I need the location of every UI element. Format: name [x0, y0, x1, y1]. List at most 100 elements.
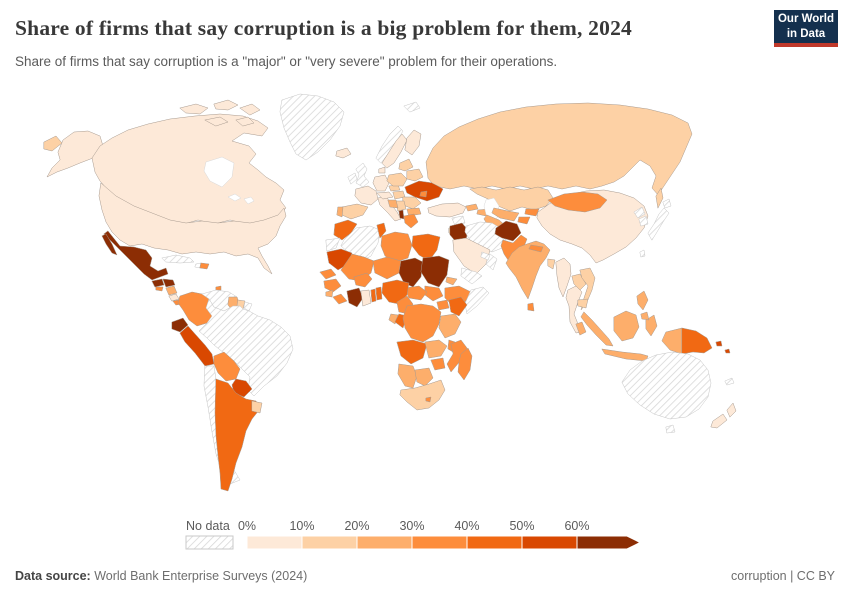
country-finland[interactable]	[404, 129, 422, 156]
country-mexico-baja[interactable]	[101, 233, 118, 256]
country-kazakhstan[interactable]	[469, 186, 554, 212]
country-poland[interactable]	[386, 172, 408, 187]
country-japan-hokkaido[interactable]	[662, 198, 672, 209]
country-japan[interactable]	[647, 207, 670, 241]
country-peru[interactable]	[179, 325, 215, 367]
country-central-african-republic[interactable]	[404, 285, 428, 301]
legend-segment-20-30[interactable]	[356, 535, 413, 550]
country-dominican-republic[interactable]	[199, 262, 210, 270]
country-denmark[interactable]	[378, 166, 386, 174]
country-spain[interactable]	[341, 203, 369, 220]
country-honduras[interactable]	[162, 278, 176, 288]
country-laos[interactable]	[571, 273, 587, 291]
country-malaysia[interactable]	[575, 321, 587, 336]
country-australia-tasmania[interactable]	[665, 424, 676, 434]
country-niger[interactable]	[372, 256, 402, 280]
country-myanmar[interactable]	[555, 257, 572, 298]
country-bulgaria[interactable]	[406, 207, 422, 217]
country-brazil[interactable]	[198, 298, 294, 397]
country-indonesia-papua[interactable]	[661, 327, 683, 355]
country-greenland[interactable]	[279, 93, 345, 161]
country-ireland[interactable]	[347, 172, 358, 185]
country-solomon-islands-1[interactable]	[715, 340, 723, 347]
country-united-arab-emirates[interactable]	[480, 251, 491, 261]
country-cuba[interactable]	[161, 254, 195, 264]
legend-segment-40-50[interactable]	[466, 535, 523, 550]
country-indonesia-borneo[interactable]	[613, 310, 640, 342]
country-canada-island-5[interactable]	[235, 116, 255, 127]
legend-segment-30-40[interactable]	[411, 535, 468, 550]
legend-no-data-swatch[interactable]	[185, 535, 234, 550]
legend-segment-60+[interactable]	[576, 535, 642, 550]
country-ecuador[interactable]	[171, 317, 189, 333]
country-mongolia[interactable]	[547, 191, 608, 213]
country-moldova[interactable]	[419, 190, 428, 198]
country-portugal[interactable]	[336, 206, 344, 218]
country-namibia[interactable]	[397, 363, 418, 389]
country-cambodia[interactable]	[577, 298, 589, 309]
country-new-zealand-south[interactable]	[710, 413, 728, 429]
country-iceland[interactable]	[335, 147, 352, 159]
country-bosnia-and-herzegovina[interactable]	[387, 199, 399, 209]
country-south-sudan[interactable]	[424, 285, 444, 302]
country-senegal[interactable]	[319, 268, 337, 280]
country-france[interactable]	[354, 185, 379, 206]
country-mexico[interactable]	[103, 230, 169, 281]
country-canada-island-2[interactable]	[213, 99, 239, 111]
country-russia-chukotka[interactable]	[43, 135, 63, 152]
country-paraguay[interactable]	[231, 378, 253, 398]
country-uzbekistan[interactable]	[491, 207, 520, 222]
country-new-caledonia[interactable]	[724, 377, 735, 386]
country-libya[interactable]	[380, 231, 413, 263]
country-chad[interactable]	[398, 257, 424, 288]
country-nepal[interactable]	[528, 244, 544, 253]
country-russia-sakhalin[interactable]	[655, 187, 664, 209]
country-germany[interactable]	[372, 174, 390, 192]
country-uganda[interactable]	[436, 299, 450, 311]
owid-logo[interactable]: Our World in Data	[774, 10, 838, 47]
country-svalbard[interactable]	[403, 101, 421, 113]
country-new-zealand-north[interactable]	[726, 402, 737, 418]
country-angola[interactable]	[396, 339, 428, 365]
country-south-korea[interactable]	[638, 215, 649, 227]
country-burkina-faso[interactable]	[353, 272, 373, 288]
legend-segment-0-10[interactable]	[246, 535, 303, 550]
country-indonesia-sulawesi[interactable]	[645, 314, 658, 337]
country-russia[interactable]	[425, 102, 693, 196]
country-canada-island-3[interactable]	[239, 103, 261, 116]
country-canada-island-4[interactable]	[204, 116, 229, 127]
country-australia[interactable]	[621, 351, 712, 420]
country-democratic-republic-of-congo[interactable]	[402, 303, 442, 343]
country-united-kingdom[interactable]	[355, 162, 370, 188]
country-togo[interactable]	[370, 288, 377, 303]
country-el-salvador[interactable]	[155, 286, 164, 292]
legend-segment-50-60[interactable]	[521, 535, 578, 550]
country-nicaragua[interactable]	[165, 285, 178, 296]
country-guinea[interactable]	[323, 278, 342, 293]
country-botswana[interactable]	[414, 367, 434, 387]
country-kenya[interactable]	[448, 296, 468, 317]
legend-segment-10-20[interactable]	[301, 535, 358, 550]
country-indonesia-sumatra[interactable]	[580, 311, 614, 347]
country-cote-divoire[interactable]	[346, 287, 364, 308]
country-syria[interactable]	[451, 215, 466, 226]
country-eritrea[interactable]	[445, 276, 458, 286]
country-lesotho[interactable]	[425, 396, 432, 403]
country-papua-new-guinea[interactable]	[681, 327, 713, 355]
country-mozambique[interactable]	[446, 339, 468, 373]
country-solomon-islands-2[interactable]	[724, 348, 731, 354]
country-canada-island-1[interactable]	[179, 103, 209, 115]
country-liberia[interactable]	[332, 293, 348, 305]
country-tajikistan[interactable]	[517, 216, 531, 225]
country-egypt[interactable]	[411, 233, 441, 262]
country-india[interactable]	[505, 240, 551, 300]
country-trinidad-and-tobago[interactable]	[215, 285, 222, 291]
country-tanzania[interactable]	[438, 313, 462, 339]
license-note[interactable]: corruption | CC BY	[731, 569, 835, 583]
country-albania[interactable]	[398, 209, 405, 220]
country-greece[interactable]	[403, 213, 419, 229]
country-south-africa[interactable]	[399, 379, 446, 411]
country-italy[interactable]	[377, 195, 402, 222]
country-turkey[interactable]	[427, 202, 467, 218]
country-zambia[interactable]	[424, 339, 448, 359]
